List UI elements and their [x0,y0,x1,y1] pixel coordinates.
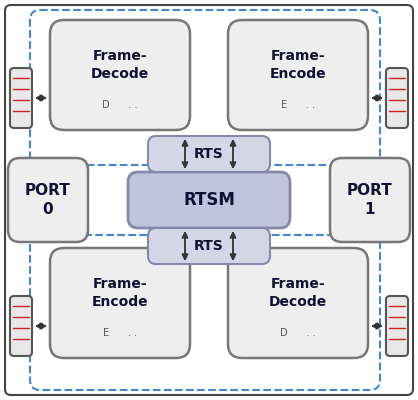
Text: D      . .: D . . [280,328,316,338]
Text: D      . .: D . . [102,100,138,110]
FancyBboxPatch shape [386,296,408,356]
FancyBboxPatch shape [10,68,32,128]
Text: Frame-
Decode: Frame- Decode [269,277,327,309]
Text: Frame-
Decode: Frame- Decode [91,49,149,81]
FancyBboxPatch shape [10,296,32,356]
Text: RTSM: RTSM [183,191,235,209]
FancyBboxPatch shape [50,20,190,130]
FancyBboxPatch shape [330,158,410,242]
Text: E      . .: E . . [103,328,137,338]
FancyBboxPatch shape [228,20,368,130]
Text: E      . .: E . . [281,100,315,110]
FancyBboxPatch shape [148,136,270,172]
Text: RTS: RTS [194,239,224,253]
Text: Frame-
Encode: Frame- Encode [92,277,148,309]
Text: RTS: RTS [194,147,224,161]
Text: PORT
1: PORT 1 [347,183,393,217]
FancyBboxPatch shape [386,68,408,128]
Text: PORT
0: PORT 0 [25,183,71,217]
Text: Frame-
Encode: Frame- Encode [270,49,326,81]
FancyBboxPatch shape [8,158,88,242]
FancyBboxPatch shape [128,172,290,228]
FancyBboxPatch shape [50,248,190,358]
FancyBboxPatch shape [148,228,270,264]
FancyBboxPatch shape [228,248,368,358]
